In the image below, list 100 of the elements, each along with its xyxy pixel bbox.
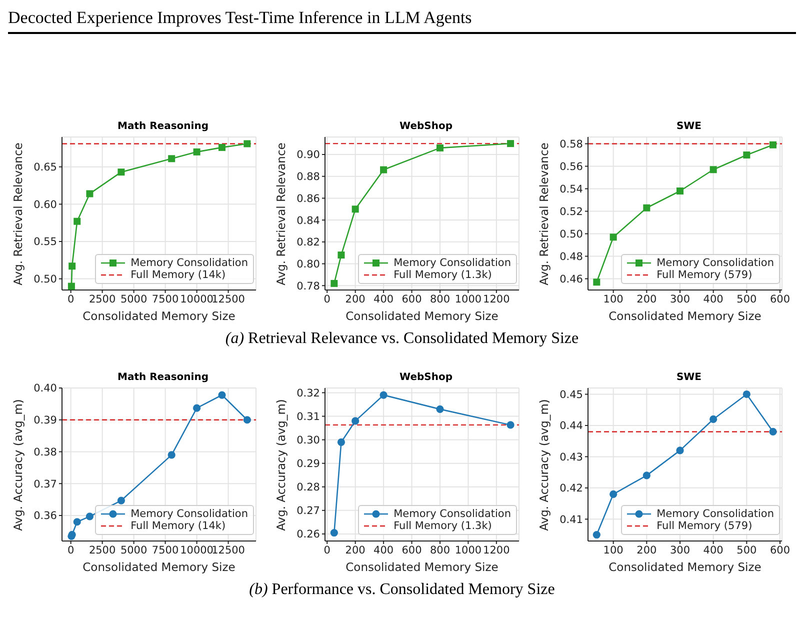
- y-tick-label: 0.50: [560, 228, 583, 240]
- y-tick-label: 0.45: [560, 388, 583, 401]
- point: [710, 166, 717, 174]
- point: [506, 421, 514, 429]
- x-tick-label: 800: [430, 293, 450, 306]
- legend-label: Full Memory (1.3k): [394, 269, 492, 281]
- x-tick-label: 200: [636, 293, 657, 306]
- point: [218, 144, 226, 151]
- point: [244, 140, 251, 148]
- legend-label: Memory Consolidation: [394, 257, 511, 269]
- x-axis-title: Consolidated Memory Size: [82, 309, 236, 323]
- y-axis-title: Avg. Accuracy (avg_m): [11, 399, 25, 531]
- x-tick-label: 7500: [152, 293, 179, 306]
- y-tick-label: 0.54: [560, 183, 584, 196]
- y-tick-label: 0.65: [34, 162, 57, 174]
- legend-label: Memory Consolidation: [130, 508, 248, 520]
- x-tick-label: 300: [670, 544, 690, 556]
- chart-title: WebShop: [398, 372, 454, 383]
- legend-label: Full Memory (14k): [130, 269, 226, 281]
- point: [118, 168, 125, 176]
- point: [86, 190, 94, 198]
- legend-label: Full Memory (1.3k): [394, 520, 492, 532]
- legend-label: Memory Consolidation: [656, 508, 774, 520]
- text: (a) Retrieval Relevance vs. Consolidated Memory Size: [225, 330, 579, 347]
- y-tick-label: 0.58: [560, 138, 583, 150]
- x-tick-label: 100: [603, 544, 624, 556]
- x-axis-title: Consolidated Memory Size: [608, 309, 762, 323]
- y-tick-label: 0.46: [560, 273, 584, 286]
- point: [643, 204, 650, 212]
- point: [338, 252, 345, 259]
- x-tick-label: 200: [636, 544, 657, 556]
- point: [642, 472, 650, 480]
- x-axis-title: Consolidated Memory Size: [608, 560, 762, 574]
- point: [743, 152, 750, 158]
- y-tick-label: 0.84: [296, 214, 320, 227]
- point: [330, 528, 338, 537]
- x-tick-label: 2500: [88, 544, 116, 556]
- text: (b) Performance vs. Consolidated Memory Size: [249, 581, 555, 598]
- x-tick-label: 400: [703, 544, 724, 556]
- y-tick-label: 0.55: [34, 236, 57, 248]
- y-tick-label: 0.36: [34, 510, 58, 522]
- point: [380, 166, 388, 174]
- point: [770, 141, 776, 148]
- y-tick-label: 0.60: [34, 198, 57, 211]
- chart-title: WebShop: [398, 121, 454, 132]
- y-axis-title: Avg. Retrieval Relevance: [274, 142, 288, 286]
- y-axis-title: Avg. Accuracy (avg_m): [537, 399, 551, 531]
- point: [380, 391, 388, 399]
- x-tick-label: 5000: [120, 544, 148, 556]
- y-tick-label: 0.90: [296, 149, 320, 162]
- chart-title: Math Reasoning: [116, 121, 210, 132]
- point: [218, 391, 226, 399]
- point: [117, 496, 126, 504]
- x-tick-label: 600: [402, 544, 422, 556]
- y-tick-label: 0.52: [560, 206, 583, 218]
- point: [507, 140, 514, 148]
- x-axis-title: Consolidated Memory Size: [82, 560, 236, 574]
- point: [168, 155, 176, 162]
- x-tick-label: 1000: [454, 293, 482, 306]
- point: [86, 512, 94, 520]
- x-tick-label: 500: [736, 293, 757, 306]
- point: [436, 405, 444, 413]
- y-tick-label: 0.26: [296, 528, 320, 541]
- point: [337, 438, 346, 446]
- x-tick-label: 400: [703, 293, 724, 306]
- x-tick-label: 7500: [152, 544, 179, 556]
- y-tick-label: 0.38: [34, 446, 57, 458]
- y-tick-label: 0.39: [34, 414, 57, 427]
- point: [73, 518, 81, 526]
- y-tick-label: 0.80: [296, 258, 320, 270]
- x-tick-label: 12500: [212, 544, 245, 556]
- legend-label: Memory Consolidation: [394, 508, 511, 520]
- legend-label: Full Memory (579): [656, 269, 752, 281]
- x-tick-label: 10000: [180, 544, 214, 556]
- point: [742, 390, 750, 398]
- x-tick-label: 5000: [120, 293, 148, 306]
- point: [330, 280, 338, 287]
- x-tick-label: 0: [324, 544, 330, 556]
- point: [192, 404, 201, 412]
- y-tick-label: 0.82: [296, 236, 320, 249]
- x-tick-label: 100: [603, 293, 624, 306]
- x-tick-label: 600: [402, 293, 422, 306]
- point: [352, 417, 360, 425]
- chart-title: SWE: [675, 372, 703, 383]
- point: [243, 416, 251, 424]
- x-tick-label: 300: [670, 293, 690, 306]
- y-tick-label: 0.31: [296, 410, 320, 423]
- legend-label: Full Memory (14k): [130, 520, 226, 532]
- x-tick-label: 200: [345, 293, 366, 306]
- y-tick-label: 0.56: [560, 160, 584, 173]
- x-axis-title: Consolidated Memory Size: [346, 560, 498, 574]
- y-axis-title: Avg. Retrieval Relevance: [11, 142, 25, 286]
- point: [769, 428, 777, 436]
- y-tick-label: 0.86: [296, 192, 320, 205]
- point: [592, 530, 600, 539]
- x-tick-label: 12500: [212, 293, 245, 306]
- x-tick-label: 600: [770, 544, 790, 556]
- point: [676, 188, 684, 194]
- x-tick-label: 2500: [88, 293, 116, 306]
- chart-title: SWE: [675, 121, 703, 132]
